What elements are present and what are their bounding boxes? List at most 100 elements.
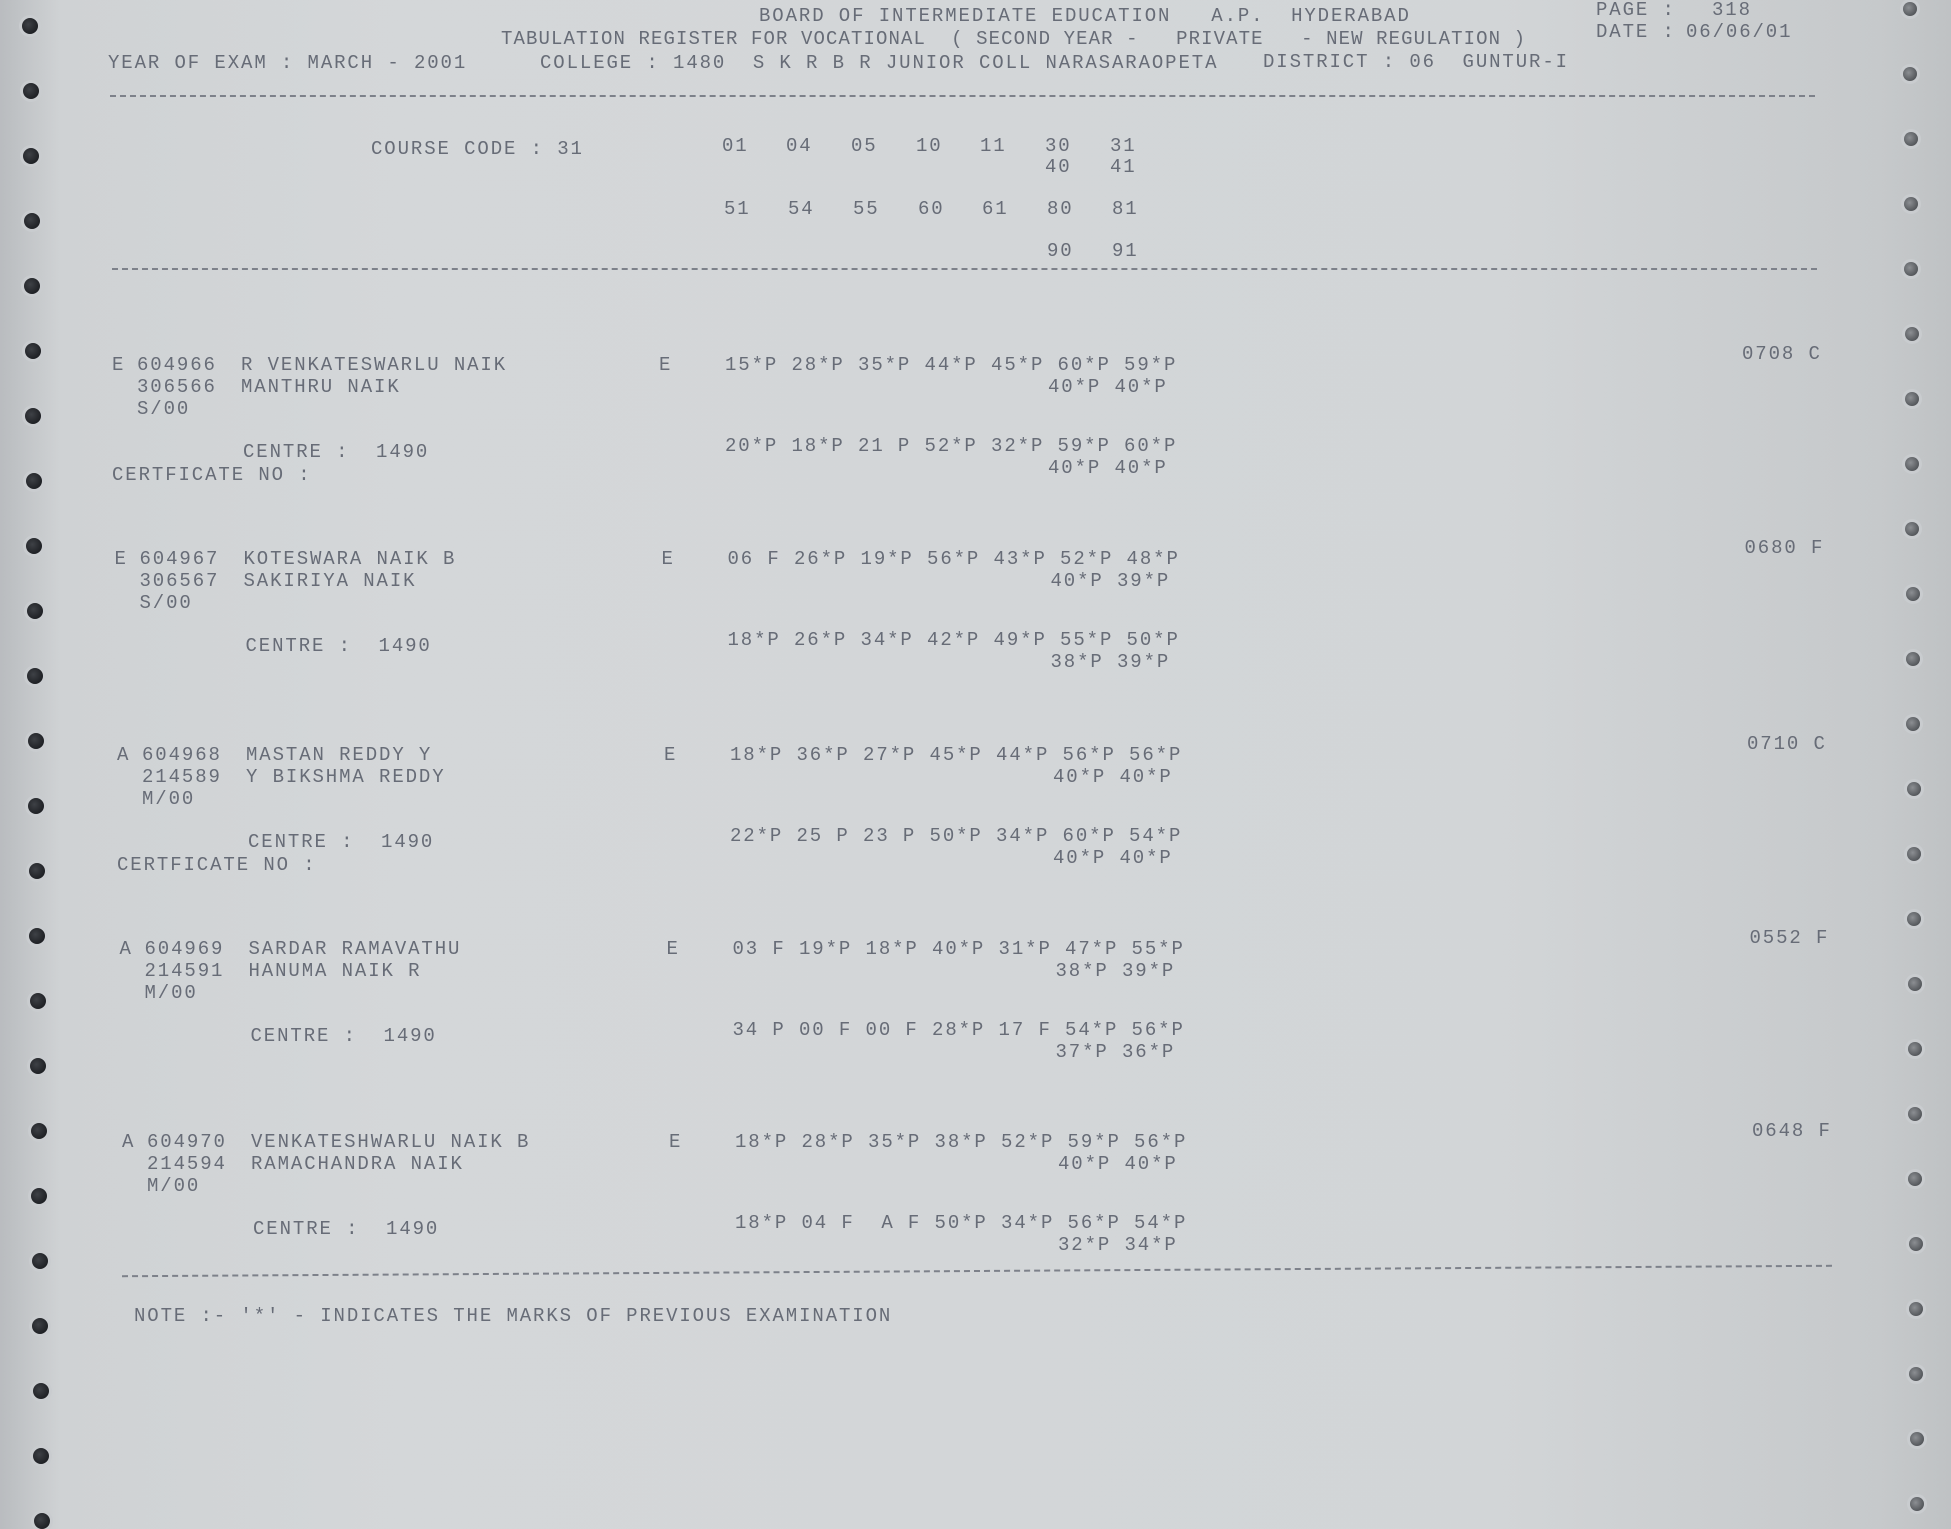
hole-icon (29, 993, 46, 1009)
roll-number: 604969 (144, 938, 225, 960)
registration-number: 306566 (137, 376, 217, 398)
course-code: COURSE CODE : 31 (371, 138, 584, 160)
marks-row: 34 P 00 F 00 F 28*P 17 F 54*P 56*P (732, 1019, 1185, 1041)
category: E (112, 354, 126, 376)
date-label: DATE : (1596, 21, 1676, 43)
hole-icon (31, 1253, 48, 1269)
code-cell: 31 (1110, 135, 1137, 157)
category: A (119, 938, 133, 960)
roll-number: 604967 (139, 548, 220, 570)
result: 0708 C (1742, 343, 1822, 365)
result: 0648 F (1752, 1120, 1832, 1142)
hole-icon (22, 83, 39, 99)
code-cell: 30 (1045, 135, 1072, 157)
category: E (114, 548, 128, 570)
code-cell: 91 (1112, 240, 1139, 262)
centre: CENTRE : 1490 (248, 831, 435, 853)
hole-icon (27, 733, 44, 749)
code-cell: 55 (853, 198, 880, 220)
roll-number: 604970 (147, 1131, 227, 1153)
district: DISTRICT : 06 GUNTUR-I (1263, 51, 1569, 73)
medium: E (666, 938, 680, 960)
code-cell: 80 (1047, 198, 1074, 220)
college: COLLEGE : 1480 S K R B R JUNIOR COLL NAR… (540, 52, 1219, 74)
code: S/00 (137, 398, 191, 420)
hole-icon (1906, 652, 1920, 666)
hole-icon (1905, 522, 1920, 536)
marks-row: 32*P 34*P (1058, 1234, 1178, 1256)
marks-row: 18*P 28*P 35*P 38*P 52*P 59*P 56*P (735, 1131, 1188, 1153)
category: A (117, 744, 131, 766)
hole-icon (28, 863, 45, 879)
hole-icon (32, 1383, 49, 1399)
year-of-exam: YEAR OF EXAM : MARCH - 2001 (108, 52, 468, 74)
medium: E (664, 744, 678, 766)
centre: CENTRE : 1490 (253, 1218, 440, 1240)
hole-icon (1908, 1172, 1923, 1186)
marks-row: 37*P 36*P (1055, 1041, 1176, 1063)
hole-icon (33, 1513, 50, 1529)
roll-number: 604966 (137, 354, 217, 376)
result: 0680 F (1744, 537, 1825, 559)
hole-icon (1903, 197, 1918, 211)
note: NOTE :- '*' - INDICATES THE MARKS OF PRE… (134, 1305, 893, 1327)
hole-icon (1909, 1432, 1924, 1446)
code-cell: 90 (1047, 240, 1074, 262)
hole-icon (30, 1123, 47, 1139)
hole-icon (33, 1448, 49, 1464)
father-name: Y BIKSHMA REDDY (246, 766, 446, 788)
code-cell: 54 (788, 198, 815, 220)
category: A (122, 1131, 136, 1153)
hole-icon (29, 928, 45, 944)
hole-icon (1909, 1302, 1923, 1316)
code-cell: 10 (916, 135, 943, 157)
code: M/00 (144, 982, 198, 1004)
roll-number: 604968 (142, 744, 222, 766)
centre: CENTRE : 1490 (250, 1025, 437, 1047)
code-cell: 01 (722, 135, 749, 157)
hole-icon (1907, 977, 1922, 991)
marks-row: 40*P 40*P (1053, 847, 1173, 869)
registration-number: 306567 (139, 570, 220, 592)
divider (122, 1264, 1832, 1278)
hole-icon (1903, 2, 1917, 16)
registration-number: 214591 (144, 960, 225, 982)
marks-row: 06 F 26*P 19*P 56*P 43*P 52*P 48*P (727, 548, 1180, 570)
marks-row: 20*P 18*P 21 P 52*P 32*P 59*P 60*P (725, 435, 1178, 457)
hole-icon (1908, 1107, 1923, 1121)
centre: CENTRE : 1490 (245, 635, 432, 657)
hole-icon (24, 343, 41, 359)
marks-row: 03 F 19*P 18*P 40*P 31*P 47*P 55*P (732, 938, 1185, 960)
marks-row: 40*P 40*P (1048, 376, 1168, 398)
marks-row: 40*P 40*P (1053, 766, 1173, 788)
marks-row: 38*P 39*P (1055, 960, 1176, 982)
hole-icon (25, 408, 41, 424)
hole-icon (26, 603, 43, 619)
hole-icon (27, 668, 43, 684)
hole-icon (1907, 1042, 1922, 1056)
marks-row: 18*P 04 F A F 50*P 34*P 56*P 54*P (735, 1212, 1188, 1234)
marks-row: 18*P 26*P 34*P 42*P 49*P 55*P 50*P (727, 629, 1180, 651)
divider (110, 95, 1815, 97)
hole-icon (1904, 262, 1919, 276)
marks-row: 40*P 40*P (1048, 457, 1168, 479)
code-cell: 40 (1045, 156, 1072, 178)
hole-icon (23, 213, 40, 229)
code-cell: 04 (786, 135, 813, 157)
hole-icon (31, 1188, 47, 1204)
hole-icon (1905, 457, 1920, 471)
marks-row: 15*P 28*P 35*P 44*P 45*P 60*P 59*P (725, 354, 1178, 376)
hole-icon (1904, 392, 1919, 406)
medium: E (659, 354, 673, 376)
student-name: VENKATESHWARLU NAIK B (251, 1131, 531, 1153)
hole-icon (26, 538, 42, 554)
board-title: BOARD OF INTERMEDIATE EDUCATION A.P. HYD… (759, 5, 1411, 27)
medium: E (669, 1131, 683, 1153)
hole-icon (25, 473, 42, 489)
hole-icon (28, 798, 44, 814)
hole-icon (1906, 847, 1921, 861)
hole-icon (1906, 782, 1921, 796)
code-cell: 41 (1110, 156, 1137, 178)
hole-icon (1908, 1237, 1923, 1251)
hole-icon (23, 148, 39, 164)
